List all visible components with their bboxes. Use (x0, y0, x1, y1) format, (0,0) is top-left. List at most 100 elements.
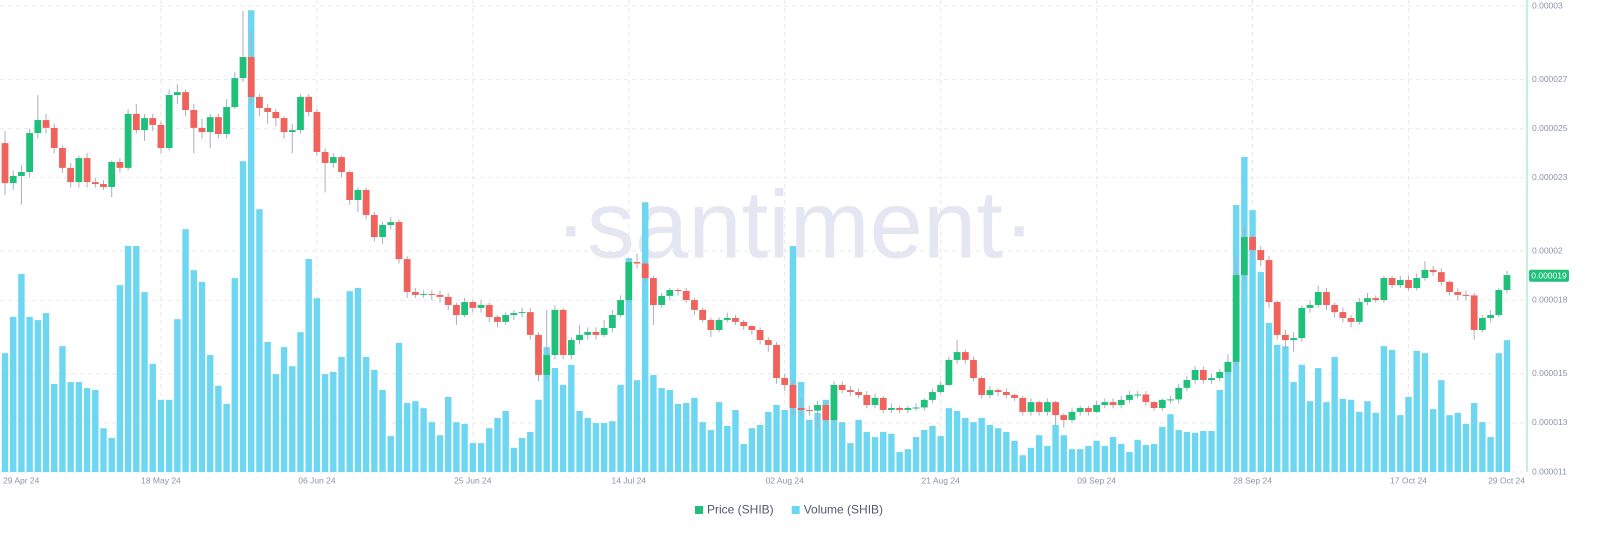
volume-bar (986, 424, 994, 472)
volume-bar (428, 422, 435, 472)
candle-body (1405, 279, 1412, 289)
volume-bar (1003, 431, 1010, 472)
candle-body (1224, 361, 1232, 372)
volume-bar (592, 423, 600, 472)
volume-bar (1, 353, 9, 472)
x-tick-label: 06 Jun 24 (298, 475, 336, 485)
candle-body (608, 315, 616, 329)
volume-bar (1347, 399, 1355, 472)
volume-bar (945, 408, 953, 472)
volume-bar (34, 320, 42, 472)
volume-bar (215, 385, 222, 472)
volume-bar (346, 291, 353, 472)
volume-bar (576, 410, 583, 472)
volume-bar (206, 355, 214, 472)
volume-bar (387, 436, 394, 472)
volume-bar (75, 382, 83, 472)
volume-bar (781, 410, 788, 472)
volume-bar (1150, 444, 1158, 472)
volume-bar (994, 428, 1002, 472)
candle-body (674, 290, 682, 292)
candle-body (108, 161, 116, 188)
volume-bar (838, 422, 846, 472)
volume-bar (1257, 272, 1264, 472)
volume-bar (1298, 364, 1306, 472)
candle-body (1257, 250, 1265, 261)
candle-body (1052, 402, 1059, 416)
volume-bar (100, 428, 107, 472)
volume-bar (116, 285, 124, 472)
candle-body (362, 189, 370, 215)
volume-bar (1273, 344, 1281, 472)
candle-body (748, 326, 756, 330)
candle-body (1446, 281, 1453, 292)
candle-body (1503, 275, 1511, 291)
volume-bar (978, 417, 985, 472)
candle-body (91, 182, 99, 185)
candle-body (1478, 317, 1486, 330)
candle-body (461, 302, 469, 316)
volume-bar (453, 422, 460, 472)
candle-body (986, 390, 994, 395)
volume-bar (1388, 349, 1396, 472)
candle-body (814, 405, 821, 411)
candle-body (1191, 369, 1199, 381)
volume-bar (1052, 424, 1059, 472)
volume-bar (297, 332, 304, 472)
volume-bar (707, 430, 715, 472)
candle-body (321, 151, 329, 163)
candle-body (1068, 411, 1076, 421)
volume-bar (715, 402, 723, 472)
volume-bar (1126, 451, 1133, 472)
candle-body (937, 384, 945, 393)
candle-body (411, 291, 419, 295)
volume-bar (1224, 362, 1232, 472)
volume-bar (921, 430, 928, 472)
candle-body (1002, 392, 1010, 395)
volume-bar (1093, 440, 1100, 472)
legend-label: Price (SHIB) (707, 503, 774, 517)
volume-bar (264, 341, 271, 472)
candle-body (141, 118, 148, 131)
volume-bar (412, 401, 419, 472)
candle-body (1454, 291, 1462, 295)
candle-body (699, 309, 707, 320)
volume-bar (1200, 430, 1207, 472)
candle-body (1462, 294, 1470, 296)
volume-bar (157, 399, 165, 472)
candle-body (1011, 394, 1018, 398)
volume-bar (338, 356, 345, 472)
volume-bar (609, 421, 616, 472)
candle-body (1232, 275, 1240, 362)
candle-body (1085, 407, 1092, 412)
volume-bar (239, 161, 247, 473)
volume-bar (600, 423, 608, 472)
candle-body (723, 317, 731, 320)
candle-body (1109, 402, 1117, 406)
volume-bar (1495, 353, 1502, 472)
volume-bar (1011, 440, 1018, 472)
candle-body (1421, 269, 1429, 278)
volume-bar (559, 384, 567, 472)
candle-body (526, 312, 534, 335)
candle-body (247, 57, 255, 97)
candle-body (338, 157, 345, 173)
candle-body (1413, 277, 1421, 289)
volume-bar (1397, 415, 1404, 472)
volume-bar (133, 245, 140, 472)
volume-bar (494, 417, 501, 472)
volume-bar (1249, 210, 1256, 472)
volume-bar (1142, 444, 1150, 472)
volume-bar (633, 380, 641, 472)
x-tick-label: 21 Aug 24 (922, 475, 961, 485)
candle-body (1167, 399, 1174, 401)
volume-bar (518, 437, 526, 472)
candle-body (157, 124, 165, 149)
volume-bar (937, 436, 944, 472)
volume-bar (1109, 437, 1117, 472)
candle-body (149, 118, 157, 125)
volume-bar (1265, 322, 1273, 472)
x-tick-label: 29 Apr 24 (3, 475, 40, 485)
volume-bar (321, 374, 329, 472)
candle-body (67, 167, 75, 183)
